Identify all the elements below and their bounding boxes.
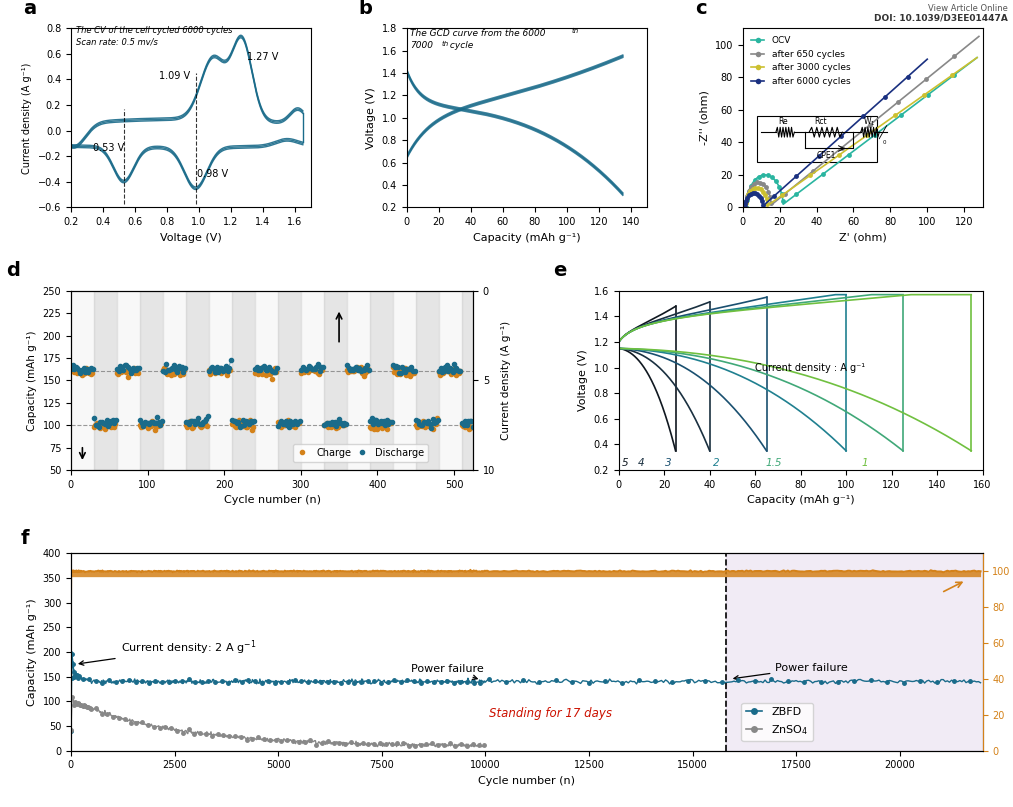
Text: 1: 1 [861,458,868,467]
FancyBboxPatch shape [758,116,877,162]
Text: CPE1: CPE1 [816,151,836,161]
Text: f: f [20,529,29,547]
X-axis label: Z' (ohm): Z' (ohm) [839,232,886,243]
Text: Power failure: Power failure [734,663,848,680]
Charge [365,424,377,433]
Text: 5: 5 [622,458,629,467]
Text: 7000: 7000 [410,41,433,50]
Bar [116,291,140,470]
Line: Discharge: Discharge [69,358,475,430]
Y-axis label: Voltage (V): Voltage (V) [578,349,588,412]
X-axis label: Capacity (mAh g⁻¹): Capacity (mAh g⁻¹) [747,495,855,505]
Discharge [364,416,376,426]
Bar [415,291,439,470]
Charge [170,365,182,374]
Bar [462,291,473,470]
Bar [370,291,393,470]
Text: 3: 3 [666,458,672,467]
Y-axis label: -Z'' (ohm): -Z'' (ohm) [699,90,709,145]
Bar [140,291,163,470]
Text: The GCD curve from the 6000: The GCD curve from the 6000 [410,29,545,38]
X-axis label: Capacity (mAh g⁻¹): Capacity (mAh g⁻¹) [473,232,580,243]
Charge [333,420,345,429]
Charge [466,422,478,432]
Y-axis label: Capacity (mAh g⁻¹): Capacity (mAh g⁻¹) [27,598,37,706]
Text: DOI: 10.1039/D3EE01447A: DOI: 10.1039/D3EE01447A [874,14,1008,23]
Bar [393,291,415,470]
Bar [255,291,278,470]
Text: th: th [571,28,578,34]
Text: 2: 2 [713,458,720,467]
Text: a: a [23,0,36,18]
Text: 0.98 V: 0.98 V [198,169,228,178]
Charge [355,362,367,371]
Legend: Charge, Discharge: Charge, Discharge [293,444,428,462]
Text: 1.09 V: 1.09 V [159,72,190,82]
Charge [433,367,445,377]
Bar [232,291,255,470]
X-axis label: Cycle number (n): Cycle number (n) [224,495,320,505]
Text: The CV of the cell cycled 6000 cycles: The CV of the cell cycled 6000 cycles [76,27,232,36]
Text: Standing for 17 days: Standing for 17 days [489,707,613,720]
Y-axis label: Voltage (V): Voltage (V) [366,87,376,148]
Text: W$_1$: W$_1$ [863,115,875,128]
Bar [439,291,462,470]
Y-axis label: Capacity (mAh g⁻¹): Capacity (mAh g⁻¹) [27,330,36,431]
Discharge [402,364,414,374]
Discharge [225,355,237,365]
Bar [278,291,301,470]
Text: 1.5: 1.5 [765,458,782,467]
Bar [209,291,232,470]
Bar [346,291,370,470]
Discharge [425,423,438,433]
Text: d: d [6,261,20,281]
Text: Rct: Rct [814,117,828,126]
Text: 0.53 V: 0.53 V [93,143,125,153]
Bar [163,291,185,470]
X-axis label: Cycle number (n): Cycle number (n) [478,776,575,786]
Text: Current density : A g⁻¹: Current density : A g⁻¹ [755,363,865,374]
Text: Current density: 2 A g$^{-1}$: Current density: 2 A g$^{-1}$ [79,638,256,665]
Text: Re: Re [778,117,787,126]
Text: 4: 4 [638,458,644,467]
Legend: ZBFD, ZnSO$_4$: ZBFD, ZnSO$_4$ [742,703,813,741]
Legend: OCV, after 650 cycles, after 3000 cycles, after 6000 cycles: OCV, after 650 cycles, after 3000 cycles… [748,33,854,90]
Text: Scan rate: 0.5 mv/s: Scan rate: 0.5 mv/s [76,38,158,47]
Text: Power failure: Power failure [410,663,483,679]
Discharge [467,422,479,432]
Discharge [266,366,279,376]
Charge [403,371,415,381]
Text: th: th [442,40,449,47]
Discharge [333,414,345,424]
Text: e: e [553,261,566,281]
Bar [94,291,116,470]
Charge [265,374,278,383]
Discharge [65,364,77,374]
Text: 0: 0 [883,140,886,144]
X-axis label: Voltage (V): Voltage (V) [160,232,222,243]
Charge [245,425,257,435]
Bar [185,291,209,470]
Bar [324,291,346,470]
Text: c: c [695,0,706,18]
Text: 1.27 V: 1.27 V [247,52,279,62]
Bar [725,554,983,751]
Y-axis label: Current density (A g⁻¹): Current density (A g⁻¹) [22,62,32,174]
Bar [71,291,94,470]
Text: b: b [359,0,373,18]
Charge [65,366,77,375]
Line: Charge: Charge [69,365,474,432]
Text: View Article Online: View Article Online [928,4,1008,13]
Discharge [171,366,183,376]
Text: cycle: cycle [447,41,473,50]
Bar [301,291,324,470]
Y-axis label: Current density (A g⁻¹): Current density (A g⁻¹) [500,321,511,440]
Discharge [433,366,445,376]
